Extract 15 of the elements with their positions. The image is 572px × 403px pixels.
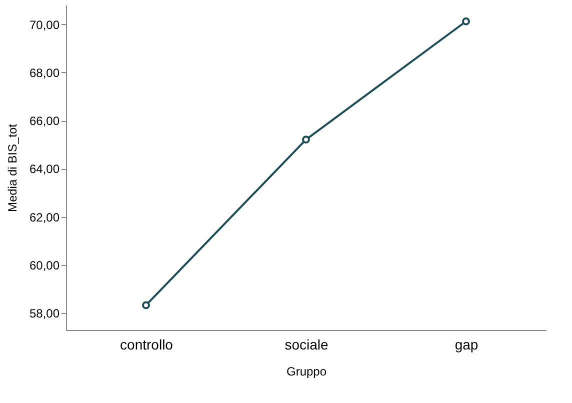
y-tick-label: 58,00 [29, 306, 60, 321]
y-tick-label: 66,00 [29, 114, 60, 128]
x-tick-label: gap [454, 336, 478, 352]
y-tick-label: 62,00 [29, 210, 60, 224]
y-tick-label: 70,00 [29, 18, 60, 32]
x-axis-title: Gruppo [286, 364, 327, 378]
x-tick-label: sociale [284, 336, 328, 352]
y-axis-title: Media di BIS_tot [5, 123, 20, 212]
point [462, 17, 470, 26]
y-tick-label: 68,00 [29, 66, 60, 80]
x-tick-label: controllo [120, 336, 174, 352]
y-tick-label: 60,00 [29, 258, 60, 272]
point [302, 136, 310, 144]
point [142, 301, 150, 310]
y-tick-label: 64,00 [29, 162, 60, 176]
